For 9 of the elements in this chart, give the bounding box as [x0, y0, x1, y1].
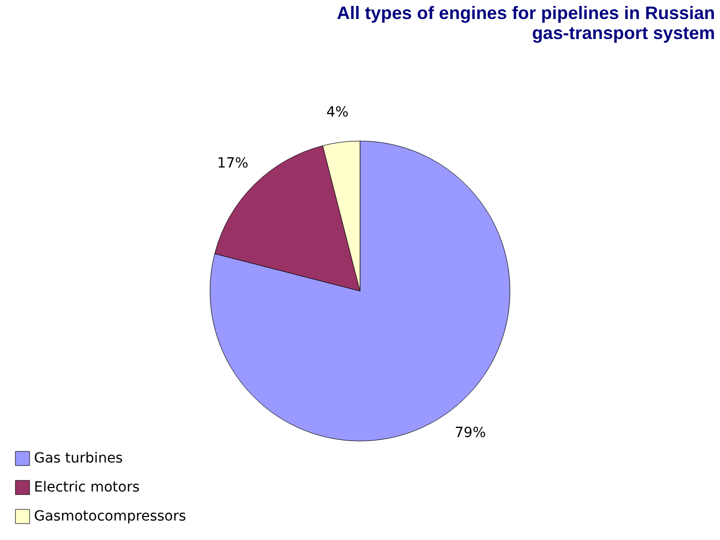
legend-label: Gas turbines [34, 450, 123, 466]
data-label: 79% [454, 425, 486, 442]
pie-slice [210, 140, 510, 442]
data-label: 17% [217, 156, 248, 172]
text: All types of engines for pipelines in Russian [336, 3, 715, 23]
legend-label: Gasmotocompressors [34, 508, 186, 524]
data-label: 4% [326, 104, 349, 120]
text: gas-transport system [532, 23, 715, 43]
legend-label: Electric motors [34, 480, 140, 496]
